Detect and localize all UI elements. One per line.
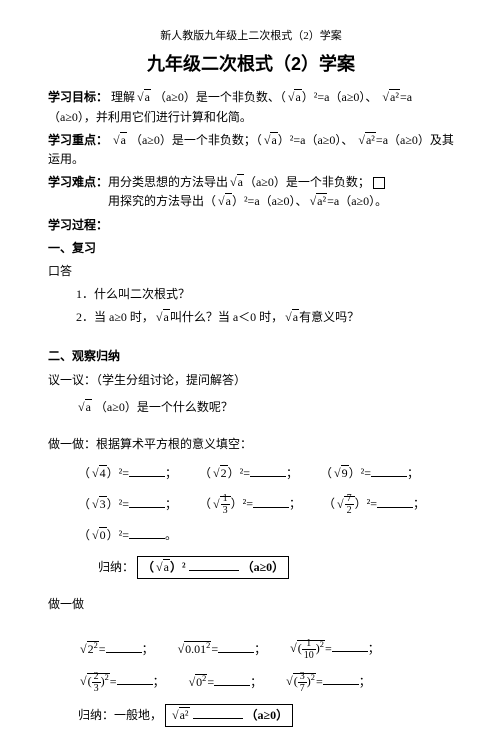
b1b: ）² — [170, 560, 186, 574]
difficulty-body: 用分类思想的方法导出a（a≥0）是一个非负数； 用探究的方法导出（a）²=a（a… — [108, 173, 387, 211]
blank-input[interactable] — [129, 528, 165, 540]
blank-input[interactable] — [193, 707, 243, 719]
discuss-q: a （a≥0）是一个什么数呢？ — [48, 398, 454, 417]
blank-input[interactable] — [332, 640, 368, 652]
sqrt-icon: 3 — [90, 495, 107, 514]
sqrt-icon: (37)2 — [284, 671, 316, 694]
sqrt-icon: 0.012 — [176, 639, 212, 659]
difficulty-section: 学习难点： 用分类思想的方法导出a（a≥0）是一个非负数； 用探究的方法导出（a… — [48, 173, 454, 211]
diff-t3: 用探究的方法导出（ — [108, 194, 216, 208]
page: 新人教版九年级上二次根式（2）学案 九年级二次根式（2）学案 学习目标： 理解a… — [0, 0, 502, 751]
sqrt-icon: 02 — [187, 672, 208, 692]
fill2-row-1: 22=； 0.012=； (110)2=； — [78, 638, 454, 661]
focus-text-1: （a≥0）是一个非负数；（ — [130, 133, 262, 147]
blank-input[interactable] — [117, 673, 153, 685]
checkbox-icon — [373, 177, 385, 189]
formula-box-2: a² （a≥0） — [165, 704, 293, 727]
sqrt-a-icon: a — [216, 192, 232, 211]
blank-input[interactable] — [218, 642, 254, 654]
guina2-label: 归纳：一般地， — [78, 708, 162, 722]
sqrt-icon: 72 — [335, 493, 355, 516]
sqrt-icon: 9 — [332, 464, 349, 483]
goal-text-1: 理解 — [111, 90, 135, 104]
blank-input[interactable] — [371, 465, 407, 477]
focus-section: 学习重点： a （a≥0）是一个非负数；（a）²=a（a≥0）、 a²=a（a≥… — [48, 131, 454, 169]
do1-label: 做一做：根据算术平方根的意义填空： — [48, 435, 454, 454]
blank-input[interactable] — [377, 496, 413, 508]
discuss-t: （a≥0）是一个什么数呢？ — [95, 400, 233, 414]
page-title: 九年级二次根式（2）学案 — [48, 50, 454, 79]
diff-t4: ）²=a（a≥0）、 — [232, 194, 308, 208]
process-label: 学习过程： — [48, 216, 454, 235]
goal-text-2: （a≥0）是一个非负数、（ — [154, 90, 286, 104]
sqrt-a2-icon: a² — [170, 706, 190, 725]
rq2-a: 2．当 a≥0 时， — [76, 310, 154, 324]
goal-text-3: ）²=a（a≥0）、 — [302, 90, 378, 104]
goal-section: 学习目标： 理解a （a≥0）是一个非负数、（a）²=a（a≥0）、 a²=a（… — [48, 88, 454, 126]
review-label: 一、复习 — [48, 239, 454, 258]
blank-input[interactable] — [250, 465, 286, 477]
diff-t5: =a（a≥0）。 — [327, 194, 387, 208]
diff-t1: 用分类思想的方法导出 — [108, 175, 228, 189]
diff-t2: （a≥0）是一个非负数； — [244, 175, 370, 189]
focus-label: 学习重点： — [48, 133, 108, 147]
blank-input[interactable] — [214, 675, 250, 687]
sqrt-a-icon: a — [262, 131, 278, 150]
b1a: （ — [142, 560, 154, 574]
focus-text-2: ）²=a（a≥0）、 — [278, 133, 354, 147]
blank-input[interactable] — [323, 673, 359, 685]
formula-box-1: （a）² （a≥0） — [137, 556, 289, 579]
sqrt-a-icon: a — [283, 308, 299, 327]
sqrt-icon: 0 — [90, 526, 107, 545]
rq2-b: 叫什么？当 a＜0 时， — [170, 310, 283, 324]
fill-row-1: （4）²=； （2）²=； （9）²=； — [78, 464, 454, 483]
sqrt-icon: 4 — [90, 464, 107, 483]
b2a: （a≥0） — [246, 708, 289, 722]
kouda-label: 口答 — [48, 262, 454, 281]
goal-label: 学习目标： — [48, 90, 108, 104]
sqrt-a-icon: a — [154, 308, 170, 327]
blank-input[interactable] — [189, 559, 239, 571]
sqrt-icon: (110)2 — [288, 638, 325, 661]
do2-label: 做一做 — [48, 595, 454, 614]
sqrt-icon: 2 — [211, 464, 228, 483]
blank-input[interactable] — [106, 642, 142, 654]
sqrt-icon: 22 — [78, 639, 99, 659]
sqrt-a-icon: a — [76, 398, 92, 417]
sqrt-a-icon: a — [135, 88, 151, 107]
discuss-label: 议一议：（学生分组讨论，提问解答） — [48, 371, 454, 390]
guina1: 归纳： （a）² （a≥0） — [98, 556, 454, 579]
sqrt-a-icon: a — [111, 131, 127, 150]
review-q2: 2．当 a≥0 时，a叫什么？当 a＜0 时，a有意义吗？ — [48, 308, 454, 327]
observe-label: 二、观察归纳 — [48, 347, 454, 366]
difficulty-label: 学习难点： — [48, 173, 108, 211]
rq2-c: 有意义吗？ — [299, 310, 359, 324]
sqrt-icon: (23)2 — [78, 671, 110, 694]
review-q1: 1．什么叫二次根式？ — [48, 285, 454, 304]
sqrt-a-icon: a — [154, 558, 170, 577]
small-header: 新人教版九年级上二次根式（2）学案 — [48, 28, 454, 46]
sqrt-a-icon: a — [286, 88, 302, 107]
sqrt-a2-icon: a² — [308, 192, 328, 211]
b1c: （a≥0） — [242, 560, 285, 574]
guina2: 归纳：一般地， a² （a≥0） — [78, 704, 454, 727]
guina1-label: 归纳： — [98, 560, 134, 574]
fill-row-3: （0）²=。 — [78, 526, 454, 545]
sqrt-a2-icon: a² — [380, 88, 400, 107]
sqrt-icon: 13 — [211, 493, 231, 516]
blank-input[interactable] — [129, 497, 165, 509]
fill2-row-2: (23)2=； 02=； (37)2=； — [78, 671, 454, 694]
fill-row-2: （3）²=； （13）²=； （72）²=； — [78, 493, 454, 516]
blank-input[interactable] — [253, 496, 289, 508]
sqrt-a-icon: a — [228, 173, 244, 192]
sqrt-a2-icon: a² — [356, 131, 376, 150]
blank-input[interactable] — [129, 465, 165, 477]
